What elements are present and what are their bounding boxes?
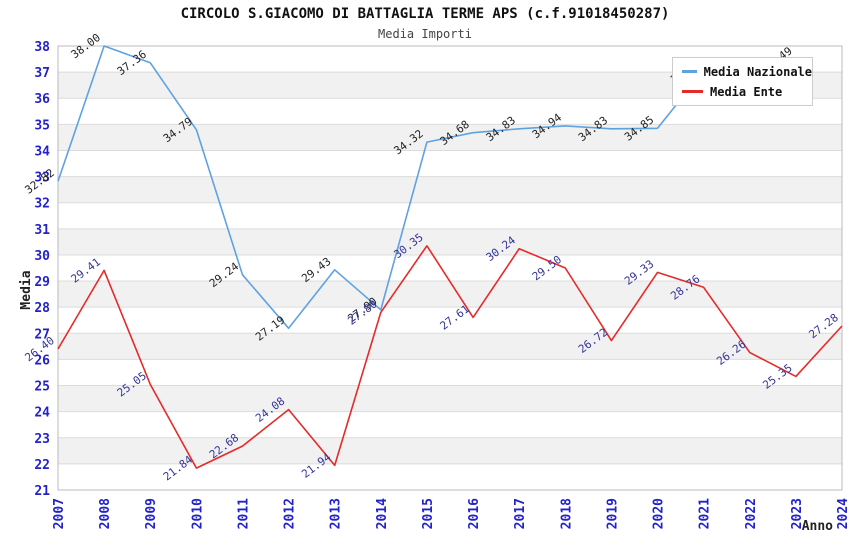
x-tick-label: 2016 bbox=[467, 498, 482, 529]
legend-label: Media Nazionale bbox=[703, 64, 812, 79]
chart-title: CIRCOLO S.GIACOMO DI BATTAGLIA TERME APS… bbox=[180, 6, 670, 22]
legend-item-media-nazionale: Media Nazionale bbox=[682, 65, 812, 79]
x-tick-label: 2010 bbox=[190, 498, 205, 529]
y-tick-label: 37 bbox=[34, 66, 50, 81]
x-tick-label: 2017 bbox=[513, 498, 528, 529]
x-tick-label: 2011 bbox=[236, 498, 251, 529]
plot-border bbox=[57, 45, 843, 491]
y-tick-label: 32 bbox=[34, 197, 50, 212]
x-tick-label: 2009 bbox=[144, 498, 159, 529]
y-tick-label: 33 bbox=[34, 171, 50, 186]
y-tick-label: 23 bbox=[34, 432, 50, 447]
x-tick-label: 2013 bbox=[329, 498, 344, 529]
x-tick-label: 2023 bbox=[790, 498, 805, 529]
y-tick-label: 31 bbox=[34, 223, 50, 238]
series-line-media-ente bbox=[57, 245, 843, 469]
x-tick-label: 2024 bbox=[836, 498, 850, 529]
x-tick-label: 2015 bbox=[421, 498, 436, 529]
plot-band bbox=[58, 281, 842, 308]
y-tick-label: 27 bbox=[34, 327, 50, 342]
x-axis-title: Anno bbox=[802, 519, 833, 534]
y-tick-label: 29 bbox=[34, 275, 50, 290]
y-tick-label: 25 bbox=[34, 380, 50, 395]
plot-band bbox=[58, 437, 842, 464]
x-tick-label: 2022 bbox=[744, 498, 759, 529]
x-tick-label: 2019 bbox=[605, 498, 620, 529]
y-tick-label: 24 bbox=[34, 406, 50, 421]
legend-swatch-nazionale-icon bbox=[682, 70, 697, 73]
y-tick-label: 36 bbox=[34, 92, 50, 107]
plot-band bbox=[58, 228, 842, 255]
plot-band bbox=[58, 385, 842, 412]
x-tick-label: 2008 bbox=[98, 498, 113, 529]
x-tick-label: 2007 bbox=[52, 498, 67, 529]
plot-band bbox=[58, 176, 842, 203]
legend: Media Nazionale Media Ente bbox=[672, 57, 813, 106]
y-tick-label: 26 bbox=[34, 353, 50, 368]
plot-band bbox=[58, 333, 842, 360]
point-label: 29.50 bbox=[530, 253, 564, 283]
y-axis-title: Media bbox=[19, 270, 34, 309]
legend-item-media-ente: Media Ente bbox=[682, 85, 812, 99]
x-tick-label: 2012 bbox=[283, 498, 298, 529]
legend-swatch-ente-icon bbox=[682, 90, 703, 93]
y-tick-label: 28 bbox=[34, 301, 50, 316]
y-tick-label: 38 bbox=[34, 40, 50, 55]
x-tick-label: 2018 bbox=[559, 498, 574, 529]
x-tick-label: 2014 bbox=[375, 498, 390, 529]
x-tick-label: 2021 bbox=[698, 498, 713, 529]
y-tick-label: 35 bbox=[34, 118, 50, 133]
y-tick-label: 30 bbox=[34, 249, 50, 264]
x-tick-label: 2020 bbox=[652, 498, 667, 529]
legend-label: Media Ente bbox=[710, 84, 783, 99]
chart-subtitle: Media Importi bbox=[378, 27, 472, 41]
y-tick-label: 21 bbox=[34, 484, 50, 499]
series-line-media-nazionale bbox=[57, 45, 796, 330]
y-tick-label: 22 bbox=[34, 458, 50, 473]
y-tick-label: 34 bbox=[34, 144, 50, 159]
